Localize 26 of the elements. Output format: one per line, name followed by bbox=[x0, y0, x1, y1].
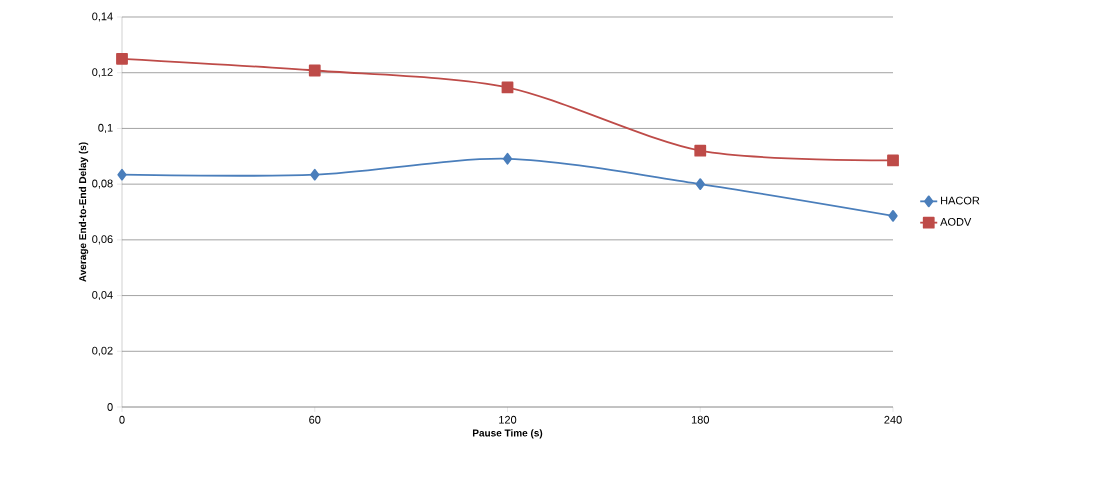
y-tick-label: 0 bbox=[107, 403, 113, 411]
y-tick-label: 0,08 bbox=[92, 179, 113, 189]
y-tick-label: 0,02 bbox=[92, 346, 113, 356]
point bbox=[695, 178, 705, 191]
x-tick-label: 180 bbox=[691, 415, 709, 424]
point bbox=[502, 152, 513, 165]
y-axis-title: Average End-to-End Delay (s) bbox=[78, 142, 89, 282]
point bbox=[117, 168, 127, 181]
point bbox=[310, 168, 320, 181]
x-tick-label: 120 bbox=[499, 415, 517, 424]
x-axis-title: Pause Time (s) bbox=[472, 429, 543, 439]
point bbox=[116, 52, 128, 65]
y-tick-label: 0,14 bbox=[92, 12, 113, 22]
y-tick-label: 0,04 bbox=[92, 291, 113, 301]
x-tick-label: 240 bbox=[884, 415, 902, 424]
x-tick-label: 0 bbox=[119, 415, 125, 424]
x-tick-label: 60 bbox=[309, 415, 321, 424]
y-tick-label: 0,12 bbox=[92, 68, 113, 78]
point bbox=[694, 144, 707, 157]
y-tick-label: 0,1 bbox=[98, 123, 113, 133]
point bbox=[308, 64, 321, 77]
legend-label: HACOR bbox=[941, 196, 980, 205]
legend-label: AODV bbox=[940, 217, 972, 226]
y-tick-label: 0,06 bbox=[92, 235, 113, 245]
point bbox=[887, 154, 899, 167]
point bbox=[888, 210, 898, 222]
